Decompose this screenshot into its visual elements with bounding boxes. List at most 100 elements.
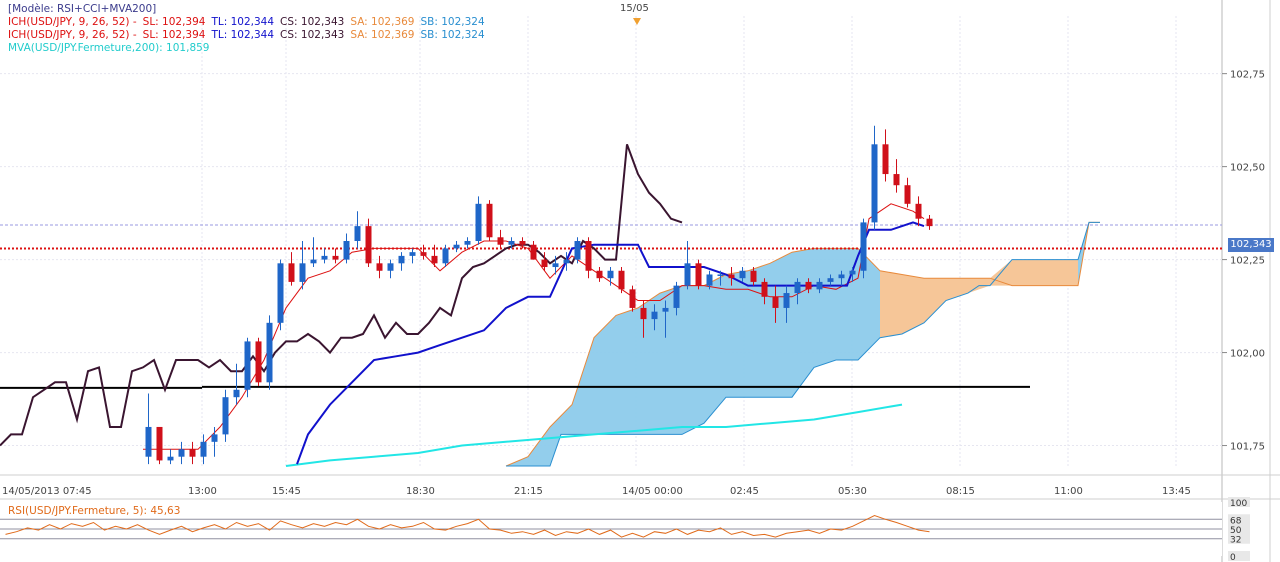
candle-body: [189, 449, 196, 457]
candle-body: [519, 241, 526, 245]
legend-ich1-tl: TL: 102,344: [211, 16, 275, 28]
legend-ich2-cs: CS: 102,343: [280, 29, 345, 41]
candle-body: [277, 263, 284, 323]
candle-body: [420, 252, 427, 256]
candle-body: [332, 255, 339, 260]
candle-body: [244, 341, 251, 390]
candle-body: [211, 434, 218, 442]
legend-ichimoku-1: ICH(USD/JPY, 9, 26, 52) - SL: 102,394 TL: …: [8, 16, 491, 29]
candle-body: [563, 259, 570, 264]
y-tick-label: 102,50: [1230, 163, 1265, 174]
x-tick-label: 11:00: [1054, 486, 1083, 497]
candle-body: [695, 263, 702, 286]
candle-body: [684, 263, 691, 286]
x-tick-label: 14/05 00:00: [622, 486, 683, 497]
kijun-sen: [296, 221, 925, 465]
x-tick-label: 18:30: [406, 486, 435, 497]
candle-body: [772, 296, 779, 308]
y-tick-label: 102,25: [1230, 256, 1265, 267]
candle-body: [497, 237, 504, 245]
rsi-legend: RSI(USD/JPY.Fermeture, 5): 45,63: [8, 505, 181, 517]
candle-body: [849, 270, 856, 275]
candle-body: [585, 241, 592, 271]
candle-body: [629, 289, 636, 308]
candle-body: [167, 456, 174, 461]
rsi-tick-bg: [1228, 514, 1250, 525]
senkou-span-b: [506, 221, 1100, 467]
candle-body: [376, 263, 383, 271]
candle-body: [486, 203, 493, 238]
legend-model: [Modèle: RSI+CCI+MVA200]: [8, 3, 157, 15]
x-tick-label: 15:45: [272, 486, 301, 497]
rsi-tick-bg: [1228, 524, 1250, 534]
rsi-tick-label: 32: [1230, 536, 1241, 546]
candle-body: [717, 274, 724, 276]
legend-ich2-sb: SB: 102,324: [420, 29, 485, 41]
date-marker-icon: [633, 18, 641, 25]
legend-ich2-sa: SA: 102,369: [350, 29, 415, 41]
candle-body: [651, 311, 658, 320]
candle-body: [871, 144, 878, 223]
candle-body: [398, 255, 405, 264]
rsi-line: [5, 514, 930, 538]
y-tick-label: 102,75: [1230, 70, 1265, 81]
candle-body: [640, 307, 647, 320]
legend-ich1-sb: SB: 102,324: [420, 16, 485, 28]
candle-body: [387, 263, 394, 271]
candle-body: [156, 426, 163, 461]
candle-body: [827, 278, 834, 282]
rsi-tick-bg: [1228, 551, 1250, 561]
candle-body: [618, 270, 625, 290]
candle-body: [552, 263, 559, 268]
candle-body: [662, 307, 669, 312]
candle-body: [706, 274, 713, 286]
candle-body: [838, 274, 845, 279]
chart-legend: [Modèle: RSI+CCI+MVA200] ICH(USD/JPY, 9,…: [8, 3, 491, 55]
x-tick-label: 08:15: [946, 486, 975, 497]
x-tick-label: 13:45: [1162, 486, 1191, 497]
candle-body: [926, 218, 933, 227]
legend-ich1-cs: CS: 102,343: [280, 16, 345, 28]
candle-body: [310, 259, 317, 264]
candle-body: [816, 281, 823, 290]
candle-body: [431, 255, 438, 264]
candle-body: [915, 203, 922, 219]
x-tick-label: 05:30: [838, 486, 867, 497]
candle-body: [541, 259, 548, 268]
candle-body: [343, 241, 350, 260]
candle-body: [442, 248, 449, 264]
candle-body: [409, 252, 416, 256]
x-tick-label: 14/05/2013 07:45: [2, 486, 92, 497]
legend-ich2-tl: TL: 102,344: [211, 29, 275, 41]
candle-body: [728, 274, 735, 279]
rsi-tick-label: 100: [1230, 499, 1247, 509]
candle-body: [233, 389, 240, 398]
x-tick-label: 21:15: [514, 486, 543, 497]
ichimoku-cloud-bearish: [880, 259, 1078, 338]
candle-body: [673, 285, 680, 308]
candle-body: [178, 449, 185, 457]
rsi-tick-label: 50: [1230, 526, 1242, 536]
candle-body: [365, 226, 372, 264]
legend-ichimoku-2: ICH(USD/JPY, 9, 26, 52) - SL: 102,394 TL: …: [8, 29, 491, 42]
legend-ich1-sa: SA: 102,369: [350, 16, 415, 28]
legend-ich1-name: ICH(USD/JPY, 9, 26, 52) -: [8, 16, 137, 28]
candle-body: [761, 281, 768, 297]
rsi-tick-label: 68: [1230, 516, 1242, 526]
legend-mva: MVA(USD/JPY.Fermeture,200): 101,859: [8, 42, 210, 54]
rsi-tick-bg: [1228, 533, 1250, 544]
candle-body: [739, 270, 746, 279]
rsi-tick-bg: [1228, 497, 1250, 507]
candle-body: [255, 341, 262, 383]
y-tick-label: 101,75: [1230, 442, 1265, 453]
candle-body: [354, 226, 361, 241]
candle-body: [794, 281, 801, 294]
candle-body: [288, 263, 295, 282]
legend-ich2-sl: SL: 102,394: [142, 29, 206, 41]
date-marker: 15/05: [620, 3, 649, 14]
candle-body: [222, 397, 229, 435]
candle-body: [475, 203, 482, 241]
candle-body: [904, 185, 911, 204]
candle-body: [200, 441, 207, 457]
